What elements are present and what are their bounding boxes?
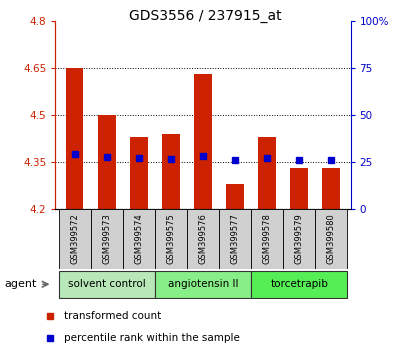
Text: GSM399577: GSM399577 — [230, 213, 239, 264]
Text: transformed count: transformed count — [64, 311, 161, 321]
Bar — [250, 270, 346, 298]
Bar — [322, 168, 339, 209]
Text: GSM399580: GSM399580 — [326, 213, 335, 264]
Text: torcetrapib: torcetrapib — [270, 279, 327, 289]
Text: agent: agent — [4, 279, 36, 289]
Text: solvent control: solvent control — [67, 279, 145, 289]
Text: GSM399573: GSM399573 — [102, 213, 111, 264]
Bar — [155, 270, 250, 298]
Text: GDS3556 / 237915_at: GDS3556 / 237915_at — [128, 9, 281, 23]
Bar — [162, 134, 179, 209]
Bar — [58, 270, 155, 298]
Bar — [258, 137, 275, 209]
Bar — [290, 168, 307, 209]
Text: GSM399575: GSM399575 — [166, 213, 175, 264]
Bar — [193, 74, 211, 209]
Bar — [130, 137, 147, 209]
Bar — [218, 209, 250, 269]
Bar — [122, 209, 155, 269]
Text: angiotensin II: angiotensin II — [167, 279, 238, 289]
Text: GSM399574: GSM399574 — [134, 213, 143, 264]
Text: percentile rank within the sample: percentile rank within the sample — [64, 332, 240, 343]
Text: GSM399576: GSM399576 — [198, 213, 207, 264]
Bar — [315, 209, 346, 269]
Text: GSM399578: GSM399578 — [262, 213, 271, 264]
Text: GSM399572: GSM399572 — [70, 213, 79, 264]
Text: GSM399579: GSM399579 — [294, 213, 303, 264]
Bar — [283, 209, 315, 269]
Bar — [226, 184, 243, 209]
Bar — [98, 115, 115, 209]
Bar — [90, 209, 122, 269]
Bar — [58, 209, 90, 269]
Bar — [155, 209, 187, 269]
Bar — [187, 209, 218, 269]
Bar — [65, 68, 83, 209]
Bar — [250, 209, 283, 269]
